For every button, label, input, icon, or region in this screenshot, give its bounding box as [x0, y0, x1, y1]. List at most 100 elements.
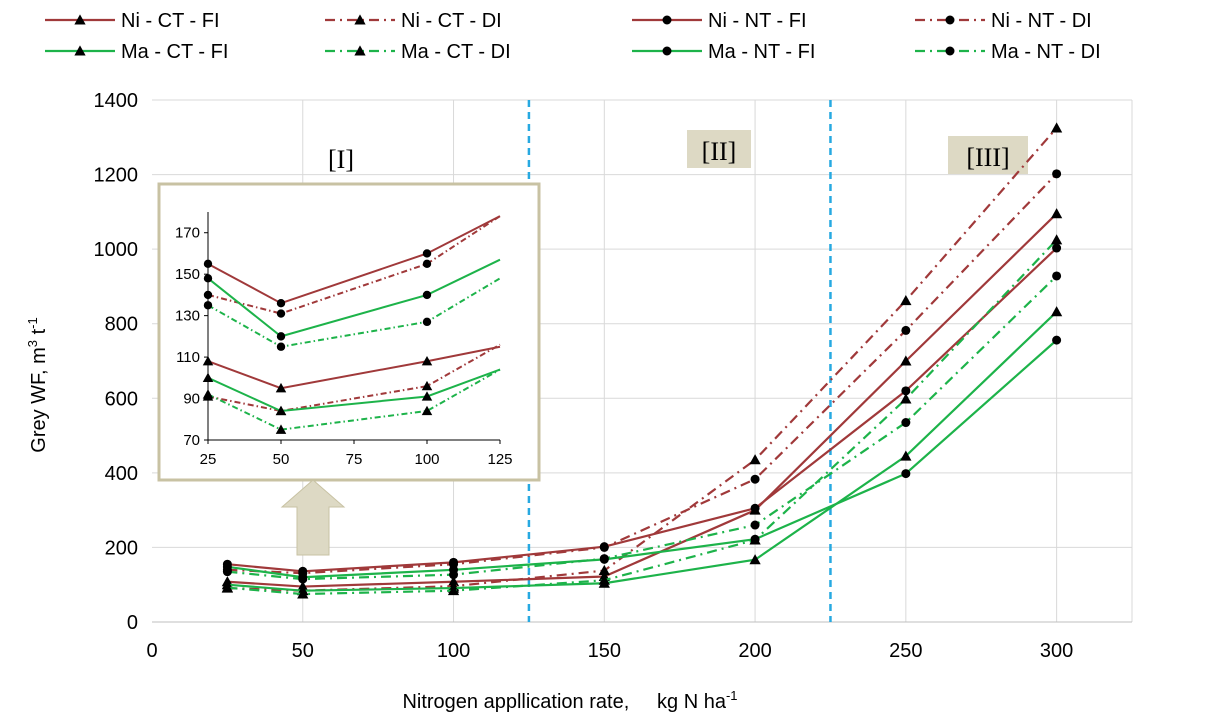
data-point-circle: [599, 554, 609, 564]
data-point-circle: [203, 259, 213, 269]
data-point-circle: [203, 290, 213, 300]
data-point-triangle: [598, 564, 610, 576]
x-tick-label: 200: [738, 640, 771, 662]
data-point-circle: [422, 290, 432, 300]
inset-y-tick-label: 70: [183, 432, 200, 449]
data-point-triangle: [1050, 208, 1063, 219]
x-axis-title: Nitrogen appllication rate, kg N ha-1: [402, 688, 737, 713]
legend: Ni - CT - FI Ni - CT - DI Ni - NT - FI Ni -…: [45, 10, 1101, 63]
data-point-circle: [422, 259, 432, 269]
inset-series-ma-ct-di: [202, 368, 501, 434]
x-tick-label: 150: [588, 640, 621, 662]
region-labels: [I] [II] [III]: [328, 130, 1028, 174]
data-point-circle: [1052, 243, 1062, 253]
data-point-circle: [203, 301, 213, 310]
data-point-circle: [901, 418, 911, 428]
inset-chart: 70 90 110 130 150 170 25 50 75 100 125: [157, 182, 541, 482]
data-point-circle: [222, 567, 232, 577]
inset-y-tick-label: 90: [183, 391, 200, 408]
inset-series-line: [207, 368, 501, 431]
legend-label: Ma - NT - DI: [991, 41, 1101, 63]
inset-y-tick-label: 130: [175, 308, 200, 325]
data-point-circle: [662, 15, 672, 25]
data-point-circle: [449, 570, 459, 580]
y-tick-label: 200: [105, 537, 138, 559]
y-tick-label: 400: [105, 463, 138, 485]
inset-series-line: [207, 343, 501, 412]
data-point-triangle: [900, 393, 912, 404]
data-point-circle: [276, 309, 286, 318]
inset-series-line: [207, 215, 501, 305]
inset-frame: [157, 182, 541, 482]
y-tick-label: 1200: [94, 165, 139, 187]
data-point-circle: [945, 15, 955, 25]
inset-series-ni-nt-fi: [203, 215, 501, 308]
legend-item-ni-ct-di: Ni - CT - DI: [325, 10, 502, 32]
data-point-triangle: [421, 380, 433, 391]
data-point-triangle: [598, 574, 610, 585]
data-point-triangle: [900, 294, 912, 306]
legend-item-ma-nt-fi: Ma - NT - FI: [632, 41, 815, 63]
data-point-triangle: [1050, 122, 1063, 133]
main-series: [221, 122, 1063, 599]
legend-label: Ni - NT - FI: [708, 10, 807, 32]
inset-x-tick-label: 50: [273, 451, 290, 468]
y-axis-title-text: Grey WF, m: [28, 347, 50, 453]
legend-label: Ni - CT - FI: [121, 10, 220, 32]
inset-x-tick-label: 125: [487, 451, 512, 468]
region-label: [II]: [702, 137, 737, 166]
inset-series-ni-nt-di: [203, 215, 501, 318]
data-point-triangle: [900, 450, 912, 461]
inset-series-line: [207, 215, 501, 315]
region-label-background: [687, 130, 751, 168]
y-axis-title-sup1: 3: [25, 340, 40, 347]
x-tick-label: 100: [437, 640, 470, 662]
legend-item-ni-nt-fi: Ni - NT - FI: [632, 10, 807, 32]
data-point-circle: [901, 469, 911, 479]
data-point-triangle: [447, 585, 460, 596]
x-tick-label: 0: [146, 640, 157, 662]
legend-item-ma-nt-di: Ma - NT - DI: [915, 41, 1101, 63]
arrow-shape: [280, 479, 346, 556]
data-point-circle: [599, 542, 609, 552]
inset-x-tick-label: 25: [200, 451, 217, 468]
inset-series-line: [207, 368, 501, 413]
data-point-triangle: [1050, 234, 1063, 245]
inset-y-tick-label: 110: [176, 349, 200, 366]
data-point-circle: [750, 534, 760, 544]
y-tick-label: 600: [105, 388, 138, 410]
y-tick-label: 1400: [94, 90, 139, 112]
inset-series-line: [207, 277, 501, 348]
inset-x-tick-label: 75: [346, 451, 363, 468]
legend-label: Ni - CT - DI: [401, 10, 502, 32]
data-point-circle: [276, 332, 286, 341]
inset-series-ma-nt-di: [203, 277, 501, 351]
data-point-triangle: [221, 582, 234, 593]
data-point-triangle: [1050, 306, 1063, 317]
inset-series-ma-ct-fi: [202, 368, 501, 416]
data-point-circle: [1052, 271, 1062, 281]
data-point-circle: [750, 503, 760, 513]
inset-x-tick-label: 100: [414, 451, 439, 468]
data-point-circle: [901, 386, 911, 396]
data-point-triangle: [421, 355, 433, 366]
data-point-triangle: [275, 382, 287, 393]
data-point-circle: [422, 317, 432, 327]
data-point-triangle: [354, 45, 366, 56]
inset-series-line: [207, 345, 501, 390]
legend-item-ma-ct-di: Ma - CT - DI: [325, 41, 511, 63]
data-point-triangle: [749, 554, 761, 565]
x-tick-label: 300: [1040, 640, 1073, 662]
legend-item-ni-nt-di: Ni - NT - DI: [915, 10, 1092, 32]
data-point-circle: [945, 46, 955, 56]
data-point-triangle: [275, 405, 287, 416]
data-point-circle: [276, 299, 286, 308]
data-point-circle: [662, 46, 672, 56]
data-point-circle: [901, 325, 911, 335]
y-tick-label: 1000: [94, 239, 139, 261]
data-point-circle: [203, 274, 213, 283]
data-point-triangle: [297, 588, 309, 599]
data-point-triangle: [421, 405, 433, 416]
inset-y-tick-label: 170: [175, 225, 200, 242]
